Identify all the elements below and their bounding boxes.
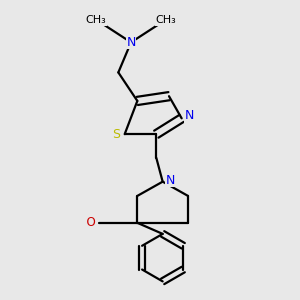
- Text: O: O: [80, 216, 96, 229]
- Text: CH₃: CH₃: [155, 15, 176, 25]
- Text: N: N: [126, 36, 136, 49]
- Text: CH₃: CH₃: [86, 15, 106, 25]
- Text: H: H: [87, 216, 96, 229]
- Text: S: S: [112, 128, 120, 141]
- Text: N: N: [185, 109, 194, 122]
- Text: N: N: [166, 174, 175, 187]
